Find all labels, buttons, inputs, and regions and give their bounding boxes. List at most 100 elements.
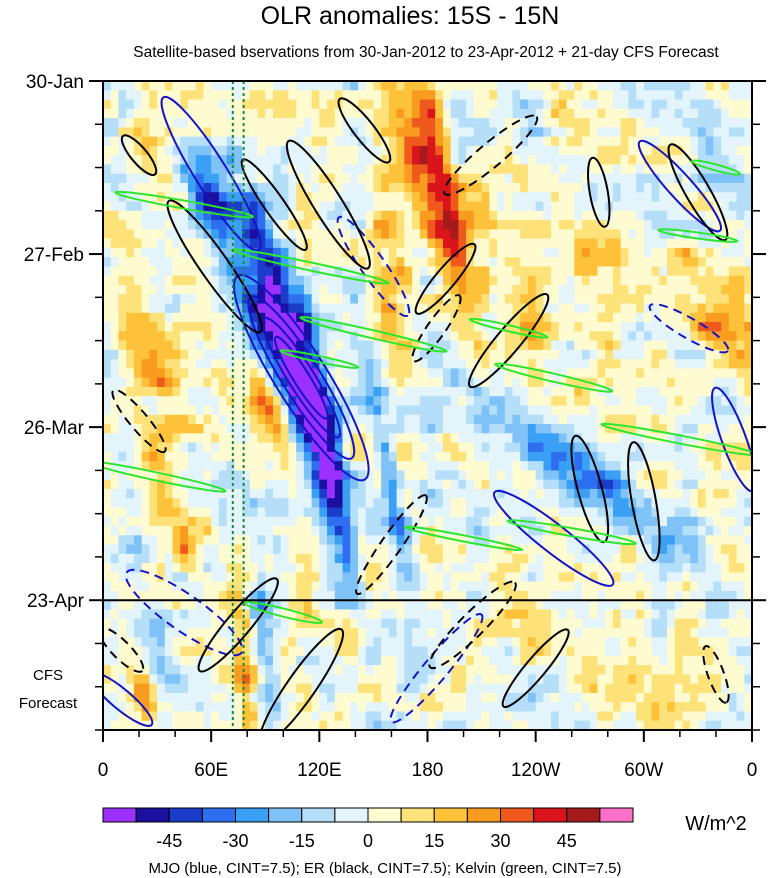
field-cell <box>558 396 568 407</box>
field-cell <box>643 182 653 193</box>
field-cell <box>141 451 150 462</box>
field-cell <box>126 553 135 564</box>
field-cell <box>242 526 251 536</box>
field-cell <box>272 238 282 249</box>
field-cell <box>164 600 174 611</box>
field-cell <box>110 479 120 490</box>
field-cell <box>172 609 181 620</box>
field-cell <box>327 108 336 119</box>
field-cell <box>288 81 297 91</box>
field-cell <box>242 544 251 555</box>
field-cell <box>620 433 629 444</box>
field-cell <box>466 405 475 416</box>
field-cell <box>628 164 637 175</box>
field-cell <box>257 210 266 221</box>
field-cell <box>589 127 599 138</box>
field-cell <box>365 303 375 314</box>
field-cell <box>551 544 560 555</box>
field-cell <box>697 609 707 620</box>
field-cell <box>713 81 722 91</box>
field-cell <box>497 173 506 184</box>
field-cell <box>427 581 436 592</box>
field-cell <box>419 498 429 509</box>
field-cell <box>636 322 645 332</box>
field-cell <box>311 247 320 258</box>
field-cell <box>396 442 405 453</box>
field-cell <box>690 90 699 101</box>
field-cell <box>628 99 637 110</box>
field-cell <box>512 424 521 434</box>
field-cell <box>450 553 460 564</box>
field-cell <box>574 600 583 611</box>
field-cell <box>218 396 228 407</box>
field-cell <box>195 173 205 184</box>
field-cell <box>628 563 637 573</box>
field-cell <box>535 349 544 360</box>
field-cell <box>605 331 614 342</box>
field-cell <box>628 377 637 388</box>
field-cell <box>736 155 745 166</box>
field-cell <box>466 349 475 360</box>
field-cell <box>427 145 436 156</box>
field-cell <box>628 257 637 268</box>
field-cell <box>288 90 297 101</box>
field-cell <box>218 275 228 286</box>
field-cell <box>558 192 568 203</box>
field-cell <box>435 470 444 481</box>
field-cell <box>141 238 150 249</box>
field-cell <box>373 201 382 212</box>
field-cell <box>643 396 653 407</box>
field-cell <box>682 182 691 193</box>
field-cell <box>527 118 537 128</box>
field-cell <box>612 590 622 601</box>
field-cell <box>728 238 738 249</box>
field-cell <box>458 90 467 101</box>
field-cell <box>643 414 653 425</box>
field-cell <box>334 312 344 323</box>
field-cell <box>226 470 235 481</box>
field-cell <box>234 81 243 91</box>
field-cell <box>690 461 699 471</box>
field-cell <box>381 600 390 611</box>
field-cell <box>705 210 714 221</box>
field-cell <box>396 414 405 425</box>
field-cell <box>357 507 367 518</box>
field-cell <box>512 90 521 101</box>
field-cell <box>697 182 707 193</box>
field-cell <box>373 108 382 119</box>
field-cell <box>365 173 375 184</box>
field-cell <box>659 386 668 397</box>
field-cell <box>342 81 351 91</box>
field-cell <box>721 118 730 128</box>
field-cell <box>682 108 691 119</box>
field-cell <box>218 164 228 175</box>
field-cell <box>481 275 490 286</box>
field-cell <box>180 368 189 379</box>
field-cell <box>643 544 653 555</box>
field-cell <box>713 220 722 230</box>
field-cell <box>574 303 583 314</box>
field-cell <box>280 322 290 332</box>
field-cell <box>272 322 282 332</box>
field-cell <box>628 609 637 620</box>
field-cell <box>396 275 405 286</box>
field-cell <box>180 535 189 546</box>
field-cell <box>628 192 637 203</box>
field-cell <box>721 192 730 203</box>
field-cell <box>350 349 359 360</box>
field-cell <box>620 581 629 592</box>
field-cell <box>242 303 251 314</box>
field-cell <box>497 414 506 425</box>
field-cell <box>535 544 544 555</box>
field-cell <box>118 173 127 184</box>
field-cell <box>636 526 645 536</box>
field-cell <box>342 210 351 221</box>
field-cell <box>713 609 722 620</box>
field-cell <box>265 173 274 184</box>
field-cell <box>620 507 629 518</box>
field-cell <box>187 229 197 240</box>
field-cell <box>180 488 189 499</box>
field-cell <box>636 544 645 555</box>
field-cell <box>211 275 220 286</box>
